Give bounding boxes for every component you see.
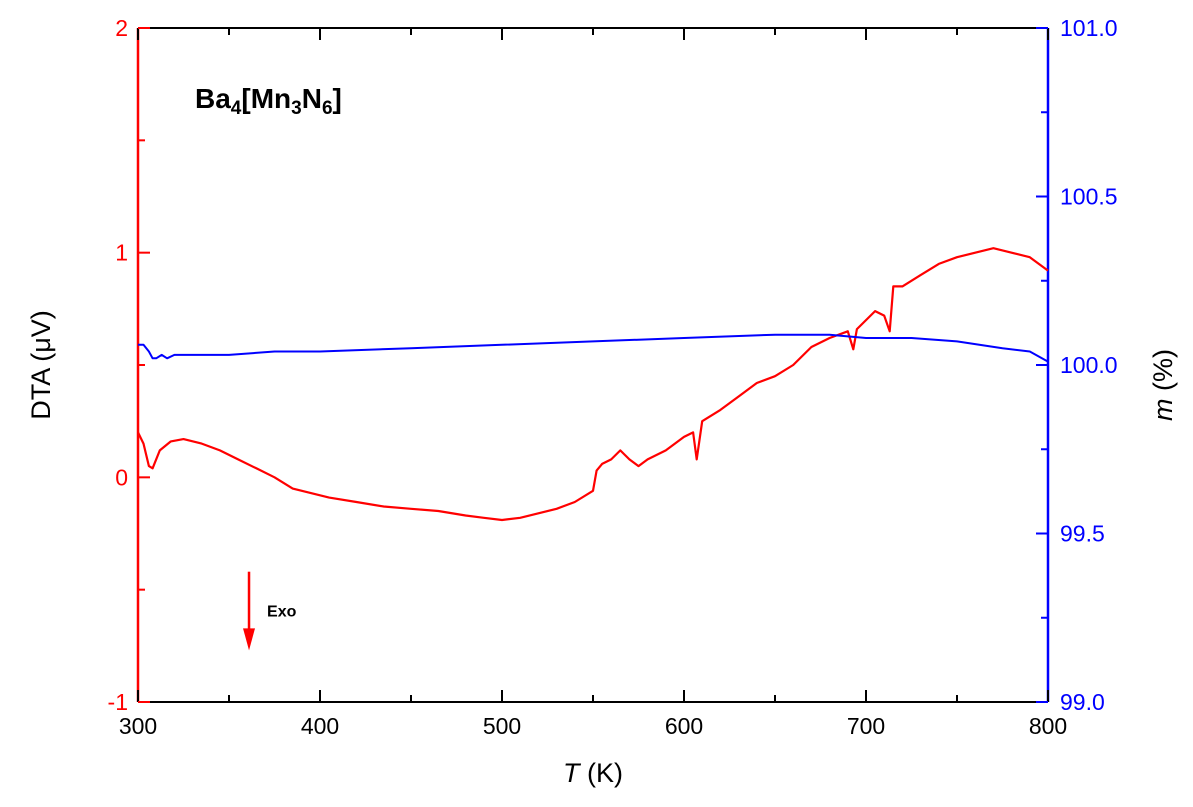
exo-arrow-head <box>243 628 256 651</box>
x-tick-label: 500 <box>483 713 521 739</box>
left-tick-label: 1 <box>115 240 128 266</box>
right-tick-label: 99.5 <box>1060 521 1105 547</box>
left-tick-label: 2 <box>115 15 128 41</box>
left-axis-ticks: -1 0 1 2 <box>108 15 150 715</box>
left-tick-label: 0 <box>115 464 128 490</box>
left-axis-title: DTA (μV) <box>26 310 56 420</box>
x-tick-label: 800 <box>1029 713 1067 739</box>
right-tick-label: 100.0 <box>1060 352 1118 378</box>
right-tick-label: 101.0 <box>1060 15 1118 41</box>
mass-series-line <box>138 333 1049 363</box>
right-tick-label: 99.0 <box>1060 689 1105 715</box>
right-axis-ticks: 99.0 99.5 100.0 100.5 101.0 <box>1036 15 1118 715</box>
compound-label: Ba4[Mn3N6] <box>195 83 342 119</box>
right-axis-title: m (%) <box>1148 349 1178 421</box>
right-tick-label: 100.5 <box>1060 184 1118 210</box>
x-tick-label: 300 <box>119 713 157 739</box>
left-tick-label: -1 <box>108 689 128 715</box>
x-axis-ticks: 300 400 500 600 700 800 <box>119 28 1067 739</box>
x-tick-label: 700 <box>847 713 885 739</box>
exo-label: Exo <box>267 604 297 621</box>
x-tick-label: 400 <box>301 713 339 739</box>
x-tick-label: 600 <box>665 713 703 739</box>
x-axis-title: T (K) <box>563 758 623 788</box>
dta-series-line <box>137 247 1049 522</box>
